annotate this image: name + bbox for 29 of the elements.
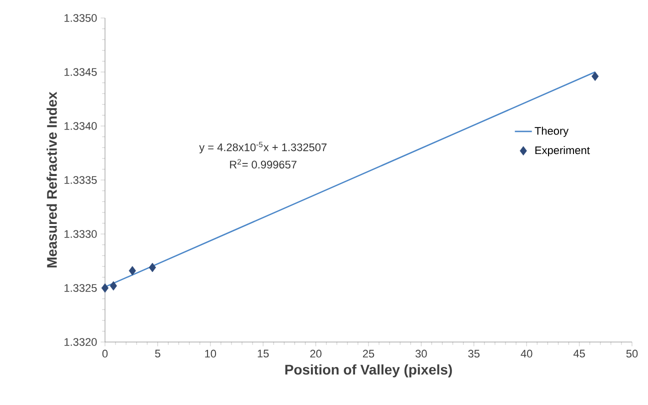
x-tick-label: 35 — [468, 350, 480, 358]
x-tick-label: 10 — [205, 350, 216, 358]
point — [128, 266, 136, 276]
x-tick-label: 25 — [362, 350, 374, 358]
x-tick-label: 45 — [573, 350, 585, 358]
y-tick-label: 1.3350 — [64, 14, 97, 22]
x-tick-label: 0 — [102, 350, 108, 358]
annotation: R$^{2}$= 0.999657 — [230, 159, 296, 169]
annotation: y = 4.28x10$^{-5}$x + 1.332507 — [199, 142, 327, 154]
y-tick-label: 1.3325 — [64, 284, 97, 292]
x-axis-title: Position of Valley (pixels) — [285, 364, 452, 378]
x-tick-label: 50 — [626, 350, 638, 358]
legend-label: Experiment — [535, 146, 590, 156]
point — [148, 262, 156, 272]
y-tick-label: 1.3345 — [64, 68, 97, 76]
x-tick-label: 30 — [416, 350, 427, 358]
y-axis-title: Measured Refractive Index — [46, 92, 57, 268]
point — [592, 72, 599, 81]
x-tick-label: 20 — [310, 350, 322, 358]
point — [110, 281, 117, 291]
y-tick-label: 1.3340 — [64, 122, 97, 130]
legend-label: Theory — [534, 126, 569, 137]
x-tick-label: 40 — [520, 350, 532, 358]
y-tick-label: 1.3330 — [64, 230, 97, 238]
x-tick-label: 15 — [258, 350, 269, 358]
y-tick-label: 1.3320 — [64, 338, 97, 346]
point — [101, 283, 109, 293]
y-tick-label: 1.3335 — [64, 176, 97, 184]
x-tick-label: 5 — [155, 350, 160, 358]
